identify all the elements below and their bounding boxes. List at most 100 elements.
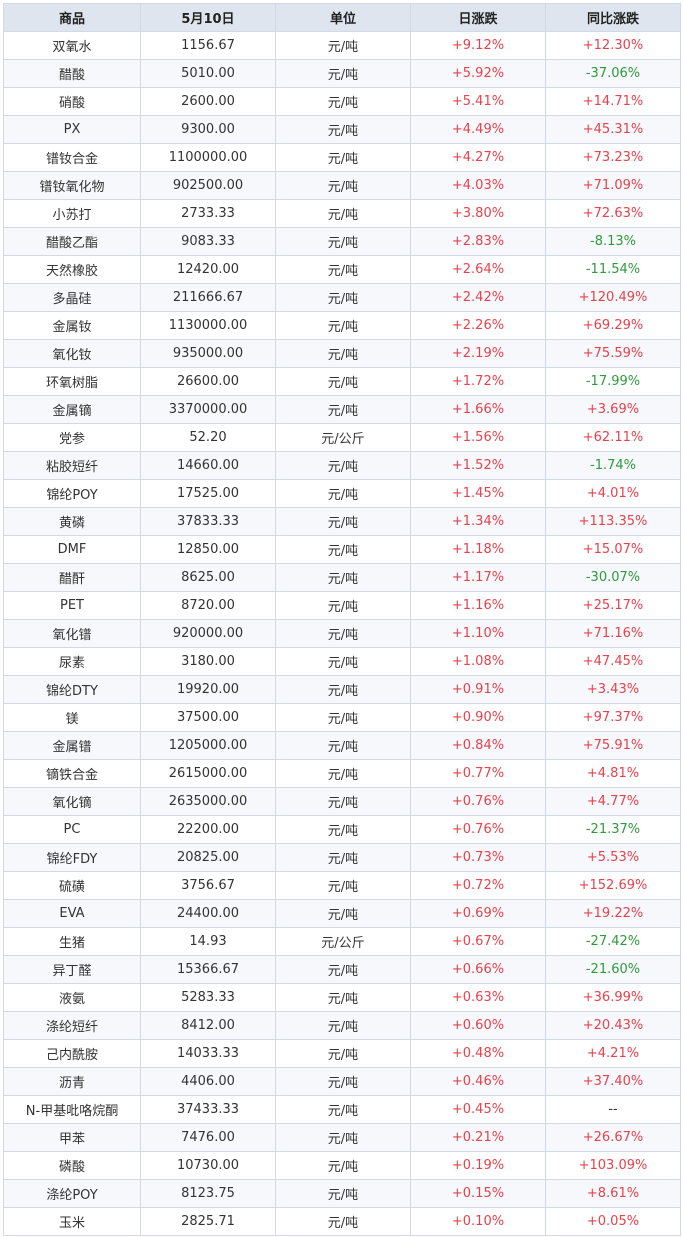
daily-change: +1.18% <box>410 535 546 564</box>
unit: 元/吨 <box>275 731 411 760</box>
daily-change: +1.66% <box>410 395 546 424</box>
commodity-name: 硫磺 <box>3 871 141 900</box>
unit: 元/吨 <box>275 367 411 396</box>
header-row: 商品 5月10日 单位 日涨跌 同比涨跌 <box>3 3 681 32</box>
daily-change: +0.10% <box>410 1207 546 1236</box>
yoy-change: +71.09% <box>545 171 681 200</box>
price-value: 37500.00 <box>140 703 276 732</box>
price-value: 8720.00 <box>140 591 276 620</box>
unit: 元/公斤 <box>275 927 411 956</box>
unit: 元/吨 <box>275 1179 411 1208</box>
unit: 元/吨 <box>275 479 411 508</box>
daily-change: +0.67% <box>410 927 546 956</box>
table-row: 镁 37500.00 元/吨 +0.90% +97.37% <box>3 703 681 732</box>
price-value: 37833.33 <box>140 507 276 536</box>
commodity-name: 醋酐 <box>3 563 141 592</box>
unit: 元/吨 <box>275 451 411 480</box>
commodity-name: EVA <box>3 899 141 928</box>
daily-change: +0.76% <box>410 815 546 844</box>
price-value: 1100000.00 <box>140 143 276 172</box>
unit: 元/吨 <box>275 899 411 928</box>
commodity-name: 尿素 <box>3 647 141 676</box>
daily-change: +1.56% <box>410 423 546 452</box>
table-row: N-甲基吡咯烷酮 37433.33 元/吨 +0.45% -- <box>3 1095 681 1124</box>
unit: 元/吨 <box>275 59 411 88</box>
yoy-change: +4.77% <box>545 787 681 816</box>
table-row: 镨钕氧化物 902500.00 元/吨 +4.03% +71.09% <box>3 171 681 200</box>
daily-change: +0.90% <box>410 703 546 732</box>
yoy-change: +152.69% <box>545 871 681 900</box>
daily-change: +1.17% <box>410 563 546 592</box>
yoy-change: +20.43% <box>545 1011 681 1040</box>
commodity-name: 镝铁合金 <box>3 759 141 788</box>
table-row: 异丁醛 15366.67 元/吨 +0.66% -21.60% <box>3 955 681 984</box>
table-row: 锦纶POY 17525.00 元/吨 +1.45% +4.01% <box>3 479 681 508</box>
commodity-name: 锦纶POY <box>3 479 141 508</box>
table-row: PX 9300.00 元/吨 +4.49% +45.31% <box>3 115 681 144</box>
daily-change: +0.76% <box>410 787 546 816</box>
header-commodity: 商品 <box>3 3 141 32</box>
daily-change: +0.91% <box>410 675 546 704</box>
price-value: 2600.00 <box>140 87 276 116</box>
daily-change: +0.72% <box>410 871 546 900</box>
commodity-price-table: 商品 5月10日 单位 日涨跌 同比涨跌 双氧水 1156.67 元/吨 +9.12%… <box>3 3 681 1236</box>
yoy-change: +4.01% <box>545 479 681 508</box>
unit: 元/吨 <box>275 171 411 200</box>
daily-change: +5.41% <box>410 87 546 116</box>
unit: 元/吨 <box>275 1039 411 1068</box>
commodity-name: PET <box>3 591 141 620</box>
price-value: 15366.67 <box>140 955 276 984</box>
yoy-change: +45.31% <box>545 115 681 144</box>
price-value: 12850.00 <box>140 535 276 564</box>
daily-change: +2.26% <box>410 311 546 340</box>
table-row: 涤纶POY 8123.75 元/吨 +0.15% +8.61% <box>3 1179 681 1208</box>
table-row: 生猪 14.93 元/公斤 +0.67% -27.42% <box>3 927 681 956</box>
price-value: 14.93 <box>140 927 276 956</box>
commodity-name: DMF <box>3 535 141 564</box>
unit: 元/吨 <box>275 255 411 284</box>
table-row: 锦纶FDY 20825.00 元/吨 +0.73% +5.53% <box>3 843 681 872</box>
unit: 元/吨 <box>275 675 411 704</box>
price-value: 37433.33 <box>140 1095 276 1124</box>
unit: 元/吨 <box>275 339 411 368</box>
price-value: 14033.33 <box>140 1039 276 1068</box>
daily-change: +1.45% <box>410 479 546 508</box>
daily-change: +1.52% <box>410 451 546 480</box>
daily-change: +0.60% <box>410 1011 546 1040</box>
unit: 元/吨 <box>275 283 411 312</box>
header-yoy-change: 同比涨跌 <box>545 3 681 32</box>
price-value: 26600.00 <box>140 367 276 396</box>
yoy-change: +5.53% <box>545 843 681 872</box>
commodity-name: 液氨 <box>3 983 141 1012</box>
commodity-name: 镨钕氧化物 <box>3 171 141 200</box>
table-row: DMF 12850.00 元/吨 +1.18% +15.07% <box>3 535 681 564</box>
daily-change: +0.19% <box>410 1151 546 1180</box>
unit: 元/吨 <box>275 1123 411 1152</box>
price-value: 2825.71 <box>140 1207 276 1236</box>
commodity-name: 醋酸 <box>3 59 141 88</box>
unit: 元/吨 <box>275 843 411 872</box>
yoy-change: +103.09% <box>545 1151 681 1180</box>
unit: 元/吨 <box>275 1095 411 1124</box>
yoy-change: +8.61% <box>545 1179 681 1208</box>
table-row: 黄磷 37833.33 元/吨 +1.34% +113.35% <box>3 507 681 536</box>
price-value: 8625.00 <box>140 563 276 592</box>
yoy-change: -21.60% <box>545 955 681 984</box>
commodity-name: 天然橡胶 <box>3 255 141 284</box>
yoy-change: +120.49% <box>545 283 681 312</box>
table-row: 磷酸 10730.00 元/吨 +0.19% +103.09% <box>3 1151 681 1180</box>
yoy-change: -8.13% <box>545 227 681 256</box>
commodity-name: 环氧树脂 <box>3 367 141 396</box>
price-value: 8412.00 <box>140 1011 276 1040</box>
yoy-change: +75.59% <box>545 339 681 368</box>
daily-change: +0.21% <box>410 1123 546 1152</box>
commodity-name: 小苏打 <box>3 199 141 228</box>
commodity-name: 金属钕 <box>3 311 141 340</box>
unit: 元/吨 <box>275 31 411 60</box>
yoy-change: +75.91% <box>545 731 681 760</box>
yoy-change: +37.40% <box>545 1067 681 1096</box>
table-row: 甲苯 7476.00 元/吨 +0.21% +26.67% <box>3 1123 681 1152</box>
commodity-name: 金属镝 <box>3 395 141 424</box>
yoy-change: +25.17% <box>545 591 681 620</box>
price-value: 5010.00 <box>140 59 276 88</box>
